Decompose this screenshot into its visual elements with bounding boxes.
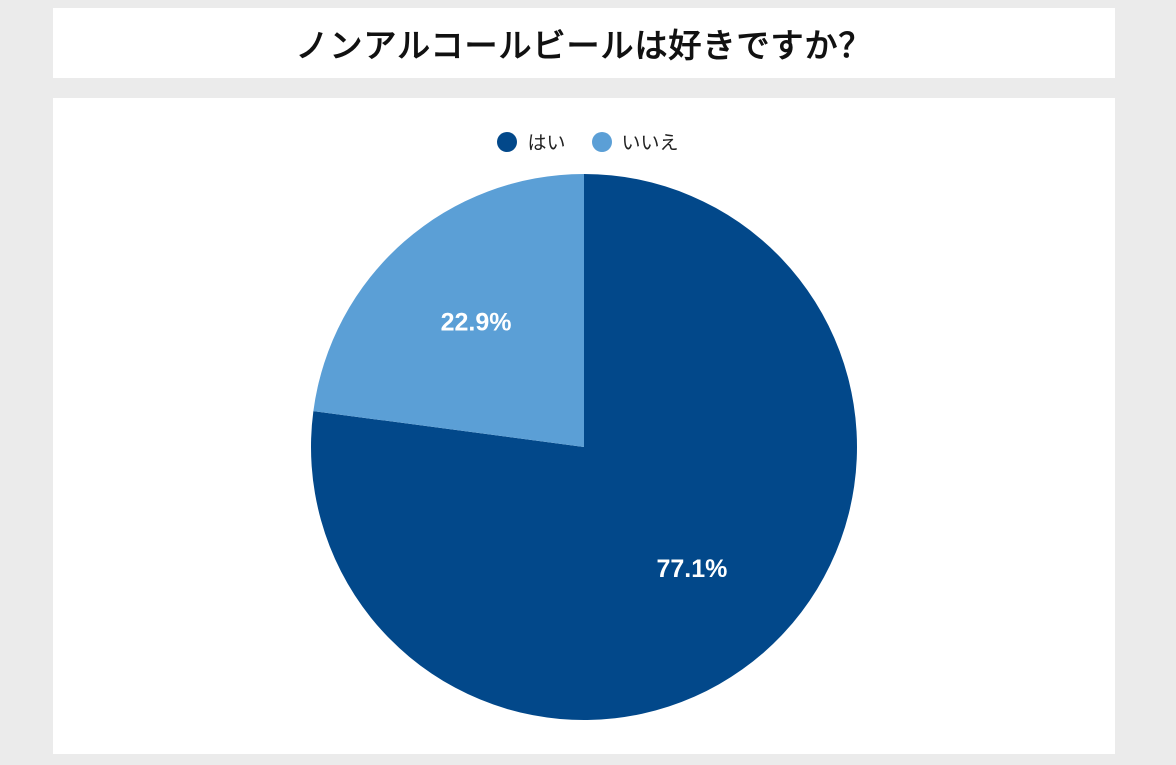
- legend-swatch-no-icon: [591, 131, 612, 152]
- data-label-no: 22.9%: [441, 308, 512, 336]
- legend: はい いいえ: [0, 128, 1176, 155]
- legend-swatch-yes-icon: [497, 131, 518, 152]
- chart-title: ノンアルコールビールは好きですか？: [295, 26, 873, 65]
- pie-slice-no[interactable]: [313, 174, 584, 447]
- title-panel: ノンアルコールビールは好きですか？: [53, 8, 1115, 78]
- pie-slice-yes[interactable]: [311, 174, 858, 720]
- legend-item-yes[interactable]: はい: [497, 128, 566, 155]
- legend-label-no: いいえ: [621, 132, 679, 154]
- legend-item-no[interactable]: いいえ: [591, 128, 679, 155]
- data-label-yes: 77.1%: [656, 555, 727, 583]
- legend-label-yes: はい: [527, 132, 566, 154]
